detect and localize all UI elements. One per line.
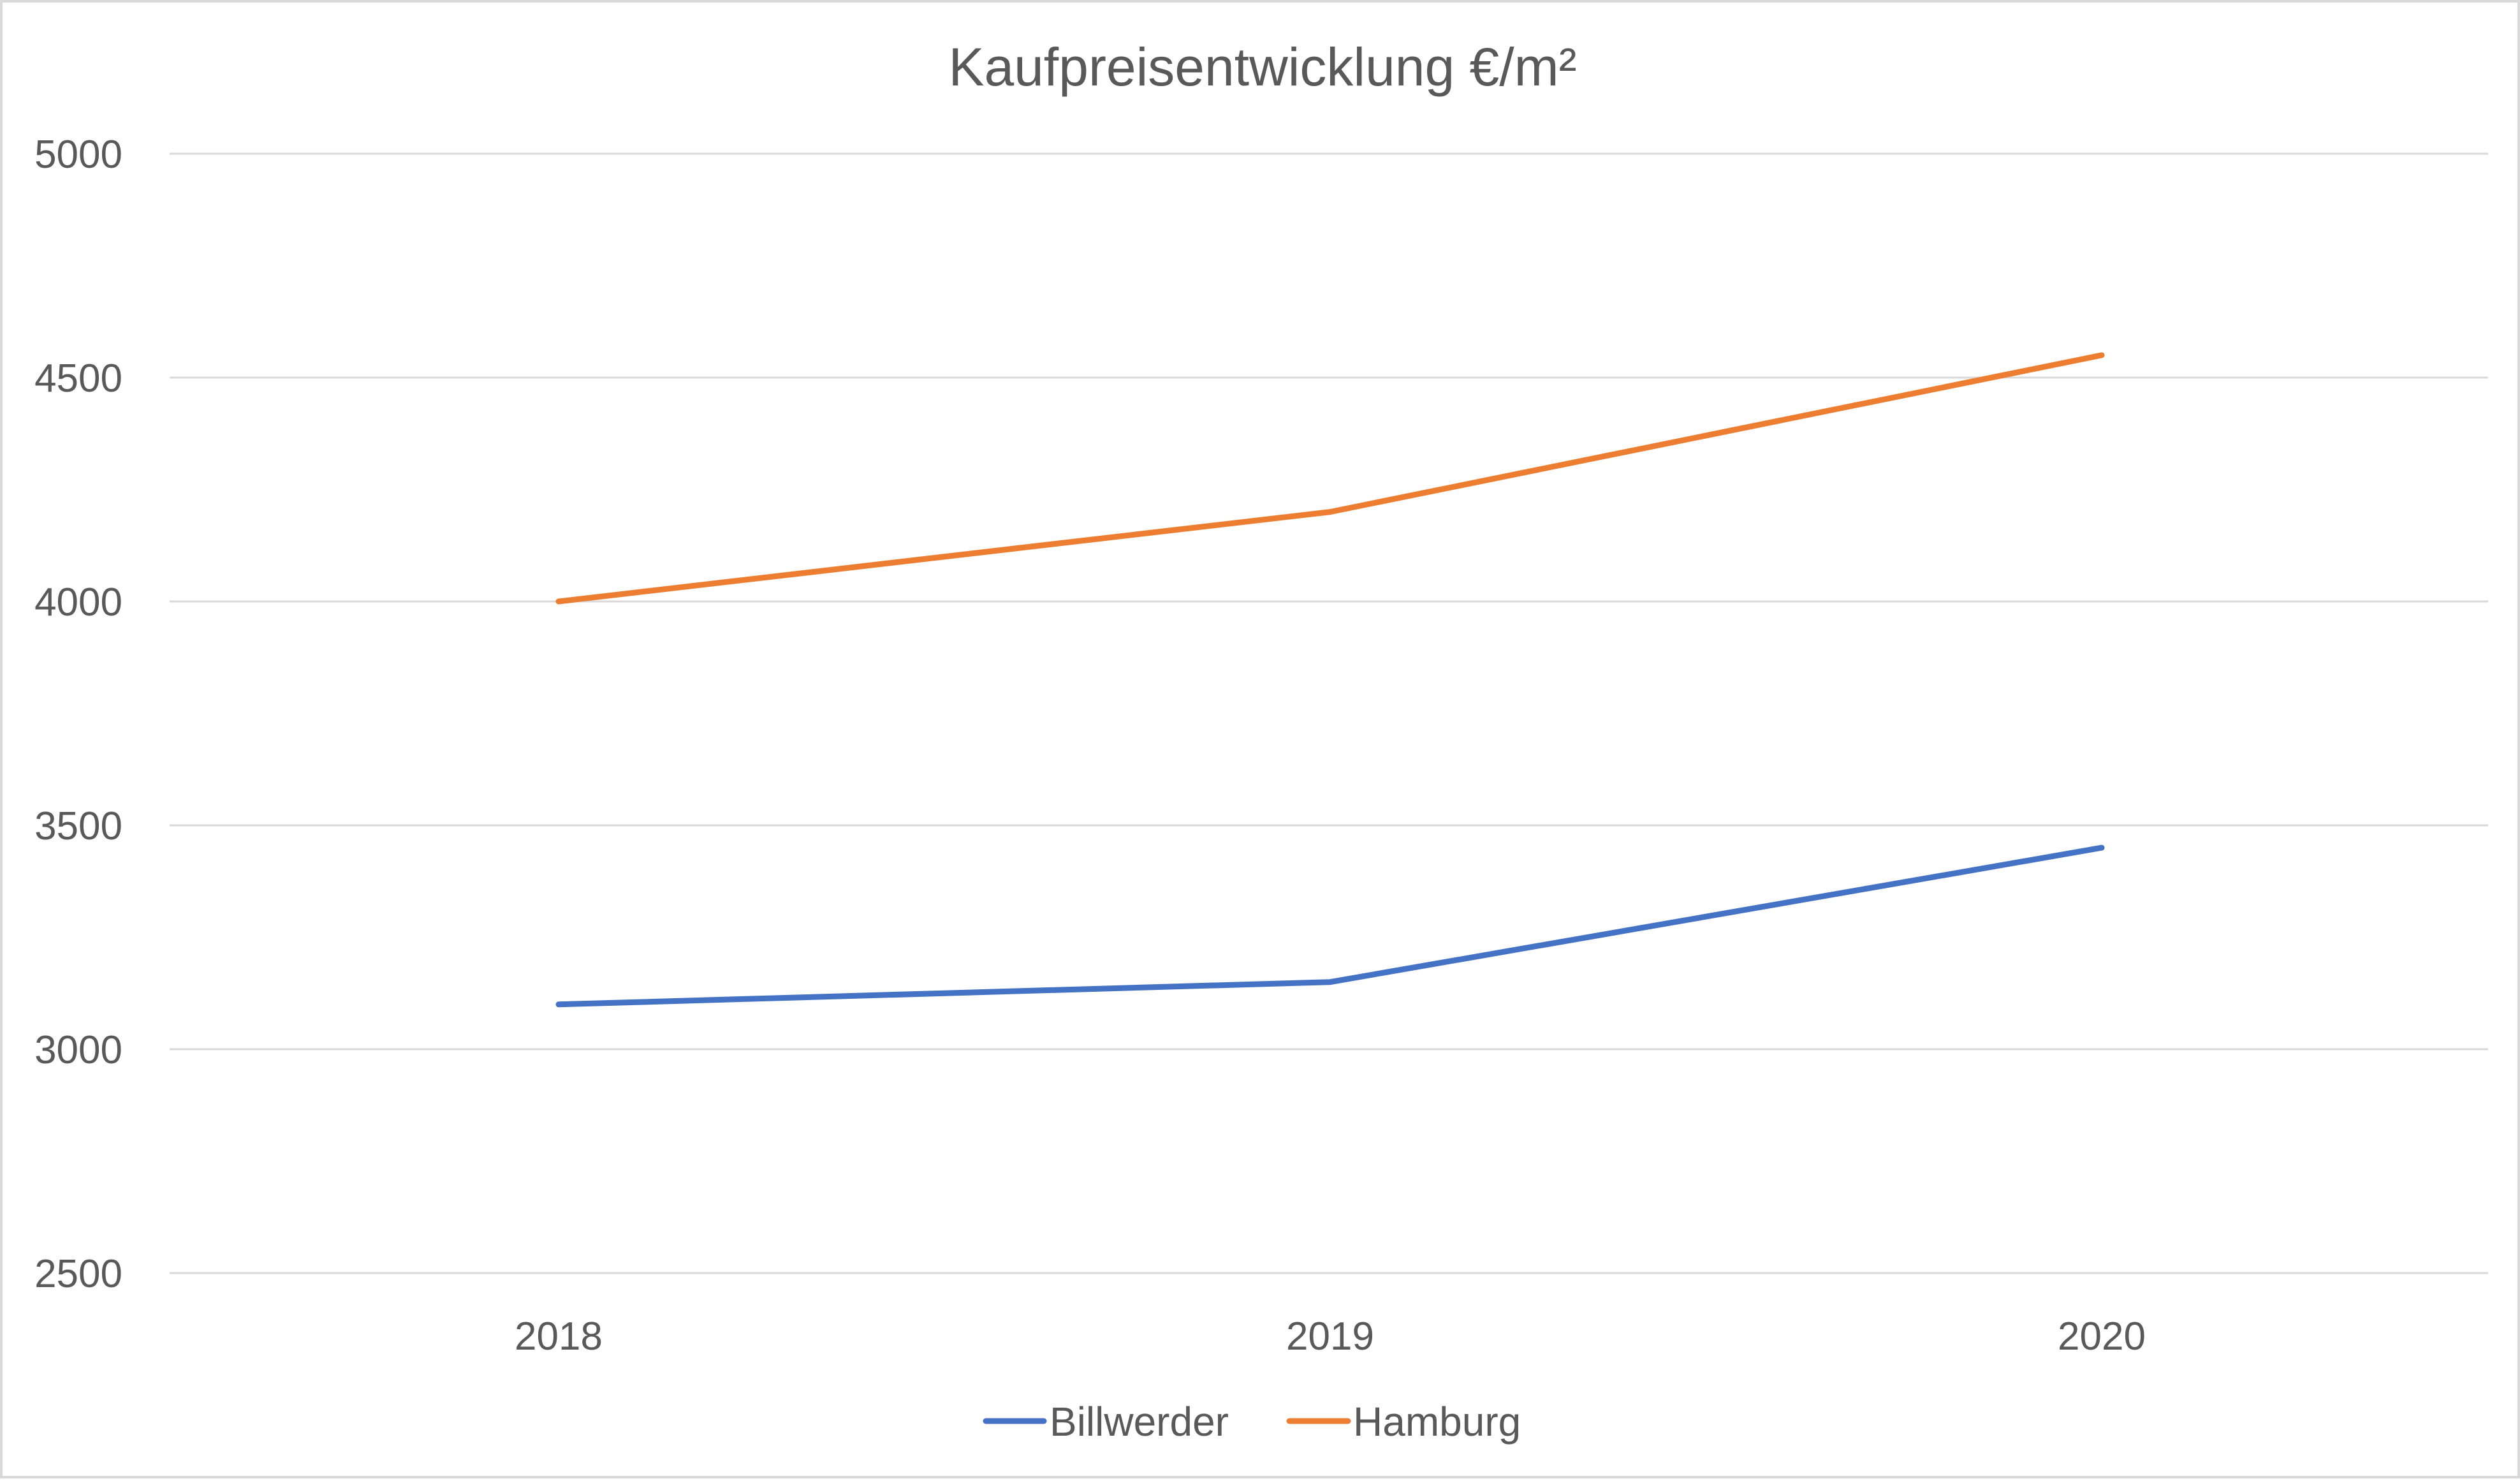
legend-item-billwerder: Billwerder bbox=[983, 1399, 1229, 1445]
series-line-billwerder bbox=[555, 844, 2105, 1008]
x-tick-label: 2019 bbox=[1286, 1315, 1374, 1359]
series-line-hamburg bbox=[555, 352, 2105, 605]
y-tick-label: 3500 bbox=[34, 804, 122, 848]
legend-label: Billwerder bbox=[1050, 1399, 1229, 1445]
y-tick-label: 4500 bbox=[34, 357, 122, 401]
line-chart: Kaufpreisentwicklung €/m² 2500 3000 3500 40… bbox=[34, 37, 2488, 1445]
legend-item-hamburg: Hamburg bbox=[1286, 1399, 1521, 1445]
y-tick-label: 4000 bbox=[34, 580, 122, 624]
chart-title: Kaufpreisentwicklung €/m² bbox=[948, 37, 1576, 97]
gridlines bbox=[170, 152, 2488, 1274]
legend-label: Hamburg bbox=[1353, 1399, 1521, 1445]
y-tick-label: 5000 bbox=[34, 133, 122, 177]
y-tick-label: 3000 bbox=[34, 1028, 122, 1072]
x-tick-label: 2018 bbox=[515, 1315, 603, 1359]
y-axis-tick-labels: 2500 3000 3500 4000 4500 5000 bbox=[34, 133, 122, 1296]
x-tick-label: 2020 bbox=[2058, 1315, 2146, 1359]
x-axis-tick-labels: 2018 2019 2020 bbox=[515, 1315, 2146, 1359]
legend: Billwerder Hamburg bbox=[983, 1399, 1521, 1445]
series-lines bbox=[555, 352, 2105, 1008]
y-tick-label: 2500 bbox=[34, 1252, 122, 1296]
